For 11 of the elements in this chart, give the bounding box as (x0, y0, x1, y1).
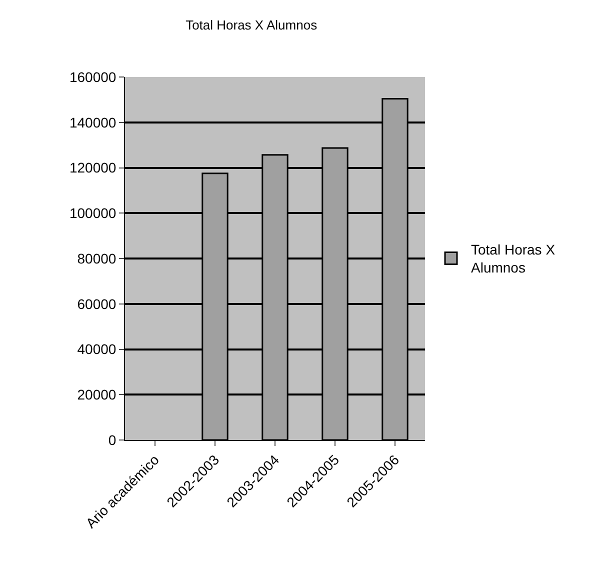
y-tick-label: 0 (108, 432, 116, 448)
y-tick-label: 60000 (77, 296, 116, 312)
y-tick-label: 80000 (77, 250, 116, 266)
y-tick-label: 120000 (69, 160, 116, 176)
y-tick-label: 160000 (69, 68, 116, 85)
legend-label: Total Horas X Alumnos (471, 242, 556, 276)
y-tick-label: 20000 (77, 386, 116, 403)
y-tick-label: 40000 (77, 341, 116, 358)
chart-title: Total Horas X Alumnos (186, 17, 318, 32)
y-tick-label: 140000 (69, 114, 116, 130)
y-tick-label: 100000 (69, 205, 116, 222)
